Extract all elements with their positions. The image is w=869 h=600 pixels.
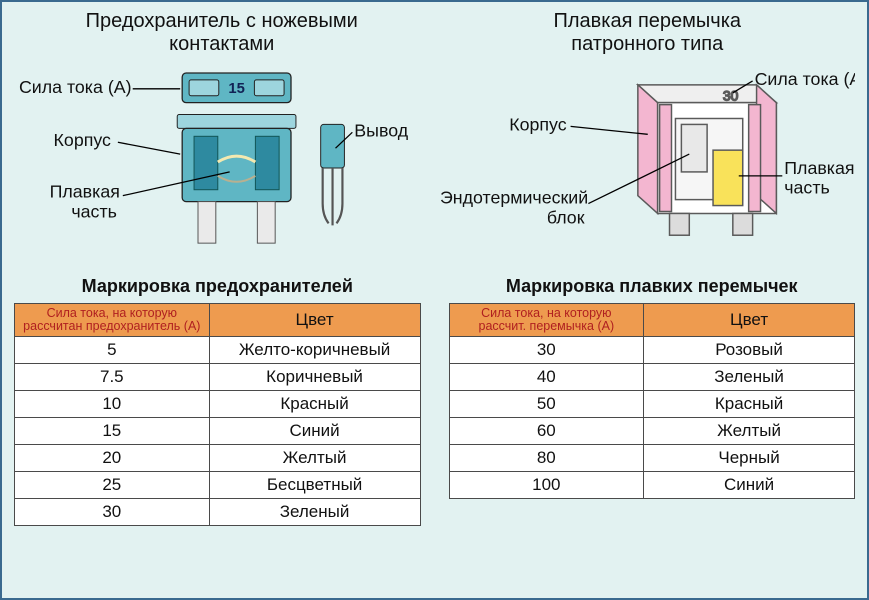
diagram-row: Предохранитель с ножевыми контактами 15 bbox=[14, 10, 855, 268]
cell-amperage: 10 bbox=[15, 391, 210, 418]
cell-amperage: 5 bbox=[15, 337, 210, 364]
cell-color: Красный bbox=[209, 391, 420, 418]
cell-amperage: 30 bbox=[449, 337, 644, 364]
table-row: 10Красный bbox=[15, 391, 421, 418]
infographic-frame: Предохранитель с ножевыми контактами 15 bbox=[0, 0, 869, 600]
tables-row: Маркировка предохранителей Сила тока, на… bbox=[14, 274, 855, 526]
amp-text: 15 bbox=[228, 81, 245, 97]
label-amperage: Сила тока (А) bbox=[19, 77, 132, 97]
label-housing-r: Корпус bbox=[509, 114, 566, 134]
table-row: 60Желтый bbox=[449, 418, 855, 445]
label-terminal: Вывод bbox=[354, 120, 408, 140]
table-row: 5Желто-коричневый bbox=[15, 337, 421, 364]
link-table-block: Маркировка плавких перемычек Сила тока, … bbox=[449, 274, 856, 526]
label-endo-2: блок bbox=[546, 207, 584, 227]
cell-color: Коричневый bbox=[209, 364, 420, 391]
table-row: 50Красный bbox=[449, 391, 855, 418]
cartridge-fuse-title: Плавкая перемычка патронного типа bbox=[553, 10, 741, 56]
cell-color: Зеленый bbox=[209, 499, 420, 526]
table-row: 40Зеленый bbox=[449, 364, 855, 391]
table-row: 15Синий bbox=[15, 418, 421, 445]
cartridge-fuse-diagram: 30 bbox=[440, 60, 856, 268]
cell-amperage: 40 bbox=[449, 364, 644, 391]
cell-color: Желто-коричневый bbox=[209, 337, 420, 364]
cell-amperage: 60 bbox=[449, 418, 644, 445]
fuse-table-block: Маркировка предохранителей Сила тока, на… bbox=[14, 274, 421, 526]
cell-color: Желтый bbox=[644, 418, 855, 445]
blade-fuse-panel: Предохранитель с ножевыми контактами 15 bbox=[14, 10, 430, 268]
table-row: 30Зеленый bbox=[15, 499, 421, 526]
link-th-amperage: Сила тока, на которую рассчит. перемычка… bbox=[449, 304, 644, 337]
cell-amperage: 25 bbox=[15, 472, 210, 499]
table-row: 7.5Коричневый bbox=[15, 364, 421, 391]
label-fusible-r2: часть bbox=[784, 178, 830, 198]
fuse-table: Сила тока, на которую рассчитан предохра… bbox=[14, 303, 421, 526]
fuse-th-amperage: Сила тока, на которую рассчитан предохра… bbox=[15, 304, 210, 337]
table-row: 30Розовый bbox=[449, 337, 855, 364]
cell-color: Зеленый bbox=[644, 364, 855, 391]
cell-amperage: 80 bbox=[449, 445, 644, 472]
label-endo-1: Эндотермический bbox=[440, 188, 588, 208]
cell-amperage: 100 bbox=[449, 472, 644, 499]
table-row: 80Черный bbox=[449, 445, 855, 472]
cell-color: Бесцветный bbox=[209, 472, 420, 499]
cell-color: Синий bbox=[644, 472, 855, 499]
cartridge-fuse-panel: Плавкая перемычка патронного типа 30 bbox=[440, 10, 856, 268]
cell-amperage: 30 bbox=[15, 499, 210, 526]
fuse-th-color: Цвет bbox=[209, 304, 420, 337]
blade-fuse-diagram: 15 bbox=[14, 60, 430, 268]
blade-fuse-title: Предохранитель с ножевыми контактами bbox=[86, 10, 358, 56]
label-fusible-1: Плавкая bbox=[50, 182, 120, 202]
link-th-color: Цвет bbox=[644, 304, 855, 337]
label-fusible-2: часть bbox=[71, 201, 116, 221]
cell-color: Красный bbox=[644, 391, 855, 418]
cell-color: Розовый bbox=[644, 337, 855, 364]
table-row: 20Желтый bbox=[15, 445, 421, 472]
table-row: 100Синий bbox=[449, 472, 855, 499]
cell-amperage: 20 bbox=[15, 445, 210, 472]
label-fusible-r1: Плавкая bbox=[784, 158, 854, 178]
link-table: Сила тока, на которую рассчит. перемычка… bbox=[449, 303, 856, 499]
cell-color: Синий bbox=[209, 418, 420, 445]
label-housing: Корпус bbox=[54, 130, 111, 150]
cell-color: Желтый bbox=[209, 445, 420, 472]
cell-amperage: 7.5 bbox=[15, 364, 210, 391]
link-table-title: Маркировка плавких перемычек bbox=[449, 276, 856, 297]
table-row: 25Бесцветный bbox=[15, 472, 421, 499]
label-amperage-r: Сила тока (А) bbox=[754, 69, 855, 89]
fuse-table-title: Маркировка предохранителей bbox=[14, 276, 421, 297]
cell-color: Черный bbox=[644, 445, 855, 472]
cell-amperage: 50 bbox=[449, 391, 644, 418]
cell-amperage: 15 bbox=[15, 418, 210, 445]
